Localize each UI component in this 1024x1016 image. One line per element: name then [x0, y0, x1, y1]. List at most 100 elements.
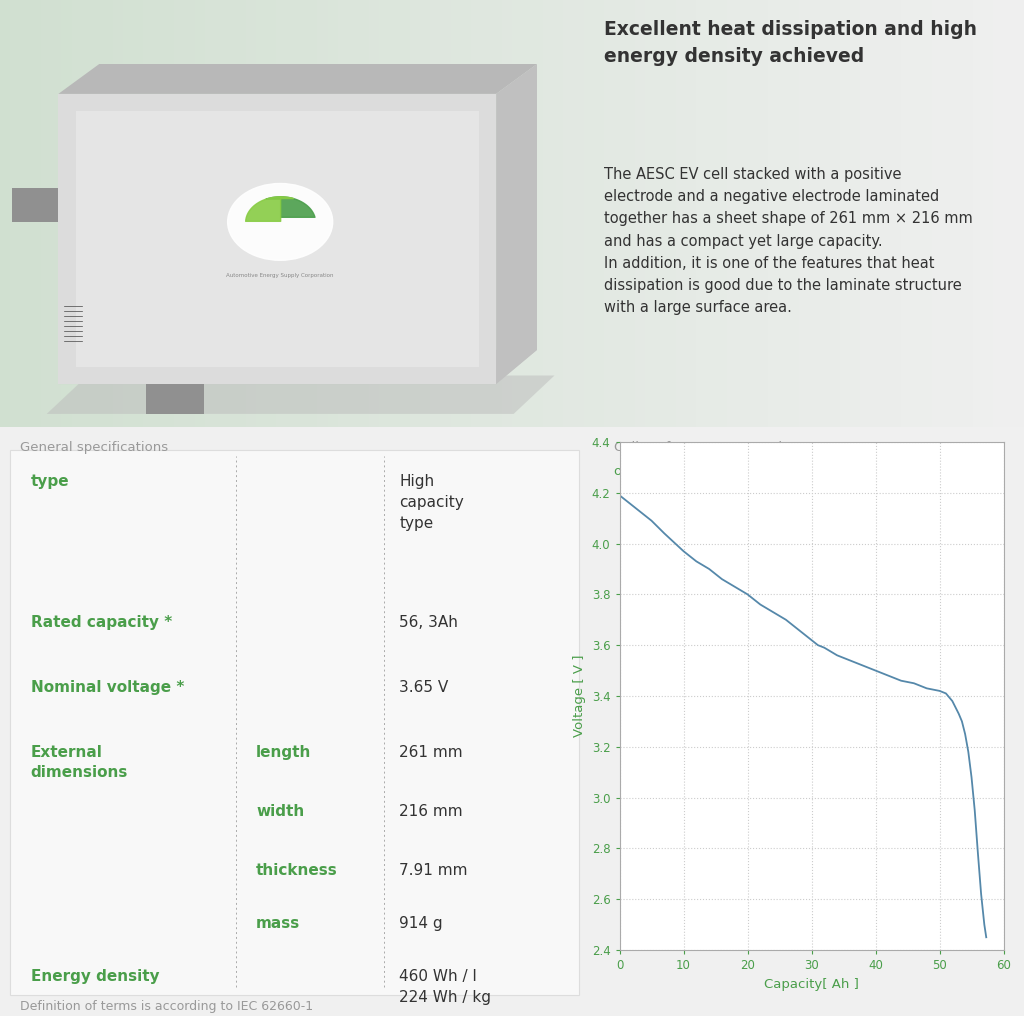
Bar: [123, 0, 133, 427]
Bar: [195, 0, 205, 427]
Text: width: width: [256, 804, 304, 819]
Bar: [256, 0, 266, 427]
Bar: [236, 0, 246, 427]
Bar: [338, 0, 348, 427]
Bar: [1014, 0, 1024, 427]
Bar: [102, 0, 113, 427]
Bar: [92, 0, 102, 427]
Bar: [133, 0, 143, 427]
Bar: [829, 0, 840, 427]
Bar: [768, 0, 778, 427]
Text: thickness: thickness: [256, 863, 338, 878]
Bar: [952, 0, 963, 427]
Bar: [543, 0, 553, 427]
Bar: [788, 0, 799, 427]
Polygon shape: [76, 111, 478, 367]
Bar: [154, 0, 164, 427]
Text: Cell performance example: Cell performance example: [614, 441, 791, 454]
Text: External
dimensions: External dimensions: [31, 745, 128, 779]
Bar: [82, 0, 92, 427]
Text: length: length: [256, 745, 311, 760]
Bar: [983, 0, 993, 427]
Bar: [809, 0, 819, 427]
Bar: [522, 0, 532, 427]
Bar: [932, 0, 942, 427]
Bar: [850, 0, 860, 427]
Text: The AESC EV cell stacked with a positive
electrode and a negative electrode lami: The AESC EV cell stacked with a positive…: [604, 167, 973, 315]
Bar: [502, 0, 512, 427]
Text: 3.65 V: 3.65 V: [399, 680, 449, 695]
Bar: [451, 0, 461, 427]
Polygon shape: [11, 188, 58, 221]
Bar: [143, 0, 154, 427]
Bar: [51, 0, 61, 427]
Bar: [870, 0, 881, 427]
Polygon shape: [496, 64, 537, 384]
Bar: [666, 0, 676, 427]
Bar: [246, 0, 256, 427]
Bar: [840, 0, 850, 427]
Bar: [276, 0, 287, 427]
Bar: [41, 0, 51, 427]
Bar: [399, 0, 410, 427]
Bar: [614, 0, 625, 427]
Polygon shape: [58, 350, 537, 384]
Bar: [717, 0, 727, 427]
Bar: [1004, 0, 1014, 427]
Bar: [758, 0, 768, 427]
Bar: [10, 0, 20, 427]
Bar: [584, 0, 594, 427]
Bar: [328, 0, 338, 427]
Bar: [891, 0, 901, 427]
Bar: [655, 0, 666, 427]
Bar: [113, 0, 123, 427]
Text: Rated capacity *: Rated capacity *: [31, 616, 172, 630]
Y-axis label: Voltage [ V ]: Voltage [ V ]: [573, 654, 586, 738]
Bar: [625, 0, 635, 427]
Text: Automotive Energy Supply Corporation: Automotive Energy Supply Corporation: [226, 272, 334, 277]
Bar: [819, 0, 829, 427]
Bar: [645, 0, 655, 427]
Text: General specifications: General specifications: [20, 441, 169, 454]
Bar: [748, 0, 758, 427]
Bar: [737, 0, 748, 427]
Bar: [72, 0, 82, 427]
Bar: [369, 0, 379, 427]
Bar: [317, 0, 328, 427]
Text: mass: mass: [256, 915, 300, 931]
Bar: [676, 0, 686, 427]
Text: Energy density: Energy density: [31, 969, 160, 983]
Bar: [184, 0, 195, 427]
Polygon shape: [145, 384, 204, 414]
Bar: [532, 0, 543, 427]
Bar: [287, 0, 297, 427]
Bar: [174, 0, 184, 427]
Bar: [358, 0, 369, 427]
Bar: [215, 0, 225, 427]
Text: 56, 3Ah: 56, 3Ah: [399, 616, 458, 630]
Bar: [512, 0, 522, 427]
Bar: [307, 0, 317, 427]
Bar: [31, 0, 41, 427]
Bar: [461, 0, 471, 427]
Bar: [901, 0, 911, 427]
Bar: [481, 0, 492, 427]
Bar: [20, 0, 31, 427]
Bar: [492, 0, 502, 427]
Text: type: type: [31, 473, 70, 489]
Bar: [942, 0, 952, 427]
Polygon shape: [58, 93, 496, 384]
Text: Nominal voltage *: Nominal voltage *: [31, 680, 184, 695]
Bar: [205, 0, 215, 427]
Text: 261 mm: 261 mm: [399, 745, 463, 760]
Text: High
capacity
type: High capacity type: [399, 473, 464, 531]
Bar: [266, 0, 276, 427]
Bar: [778, 0, 788, 427]
Bar: [440, 0, 451, 427]
Text: 460 Wh / l
224 Wh / kg: 460 Wh / l 224 Wh / kg: [399, 969, 492, 1005]
Bar: [604, 0, 614, 427]
Bar: [911, 0, 922, 427]
Bar: [922, 0, 932, 427]
Bar: [799, 0, 809, 427]
FancyBboxPatch shape: [10, 450, 579, 996]
